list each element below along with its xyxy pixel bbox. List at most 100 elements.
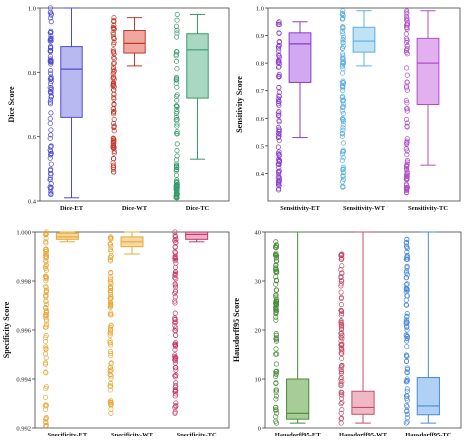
data-point [404, 415, 410, 421]
data-point [43, 318, 49, 324]
data-point [338, 363, 344, 369]
data-point [111, 169, 117, 175]
data-point [276, 175, 282, 181]
y-tick-label: 0.9 [256, 33, 264, 40]
data-point [339, 341, 345, 347]
y-tick-label: 0.6 [256, 116, 265, 123]
data-point [107, 241, 113, 247]
x-tick-label: Hausdorff95-WT [339, 432, 388, 436]
data-point [276, 53, 282, 59]
data-point [172, 328, 179, 334]
data-point [339, 45, 346, 52]
data-point [404, 404, 410, 410]
y-tick-label: 0.998 [16, 279, 31, 286]
y-axis-label: Hausdorff95 Score [232, 298, 241, 363]
data-point [173, 383, 179, 389]
data-point [43, 370, 49, 376]
data-point [275, 135, 281, 141]
iqr-box [186, 33, 209, 99]
data-point [339, 116, 345, 122]
data-point [110, 160, 116, 166]
data-point [172, 373, 178, 379]
data-point [43, 283, 49, 289]
data-point [107, 258, 113, 264]
data-point [174, 166, 180, 172]
data-point [48, 93, 54, 99]
data-point [174, 131, 180, 137]
data-point [339, 63, 346, 69]
data-point [338, 307, 344, 313]
data-point [43, 355, 49, 361]
data-point [43, 419, 49, 425]
data-point [107, 241, 114, 247]
data-point [108, 312, 114, 318]
data-point [340, 122, 346, 128]
chart-panel-1: 0.4 0.6 0.8 1.0 Dice Score Dice-ET Dice-WT Dice… [7, 5, 230, 212]
iqr-box [352, 26, 376, 53]
data-point [111, 123, 117, 129]
data-point [339, 350, 345, 356]
data-point [174, 130, 180, 137]
data-point [273, 250, 279, 256]
data-point [339, 310, 345, 316]
data-point [276, 171, 282, 177]
data-point [338, 345, 344, 351]
data-point [110, 166, 117, 172]
data-point [403, 420, 409, 426]
data-point [338, 281, 344, 287]
data-point [111, 69, 117, 75]
data-point [403, 319, 409, 325]
data-point [48, 76, 54, 82]
data-point [274, 368, 280, 374]
data-point [340, 66, 346, 72]
y-tick-label: 0.994 [16, 377, 31, 384]
y-tick-label: 10 [255, 377, 262, 384]
data-point [172, 275, 178, 281]
data-point [403, 116, 410, 123]
data-point [48, 143, 54, 149]
data-point [43, 246, 49, 253]
data-point [404, 51, 410, 57]
x-tick-label: Specificity-TC [177, 432, 217, 436]
data-point [111, 76, 117, 82]
data-point [339, 157, 345, 163]
data-point [47, 175, 54, 181]
data-point [276, 112, 282, 118]
data-point [275, 96, 282, 102]
data-point [173, 372, 179, 378]
data-point [340, 85, 346, 91]
data-point [172, 229, 178, 235]
data-point [172, 298, 178, 304]
data-point [272, 300, 279, 306]
data-point [338, 410, 344, 416]
data-point [107, 365, 113, 371]
data-point [340, 170, 346, 176]
data-point [110, 29, 116, 36]
data-point [404, 152, 410, 158]
data-point [110, 25, 116, 31]
data-point [43, 322, 50, 328]
data-point [276, 168, 282, 174]
data-point [172, 393, 178, 399]
data-point [110, 49, 116, 55]
data-point [172, 316, 178, 322]
data-point [173, 76, 179, 82]
data-point [403, 289, 409, 295]
data-point [404, 249, 410, 255]
data-point [110, 47, 116, 53]
data-point [404, 164, 410, 170]
data-point [43, 402, 50, 408]
data-point [273, 287, 279, 293]
x-tick-label: Sensitivity-ET [280, 205, 320, 212]
data-point [404, 314, 410, 320]
iqr-box [60, 46, 83, 118]
iqr-box [55, 232, 79, 240]
data-point [111, 145, 117, 151]
data-point [173, 58, 180, 64]
data-point [172, 356, 178, 362]
box-series-3 [403, 231, 440, 426]
data-point [47, 120, 53, 126]
data-point [173, 237, 179, 243]
data-point [174, 148, 180, 154]
data-point [340, 104, 346, 110]
